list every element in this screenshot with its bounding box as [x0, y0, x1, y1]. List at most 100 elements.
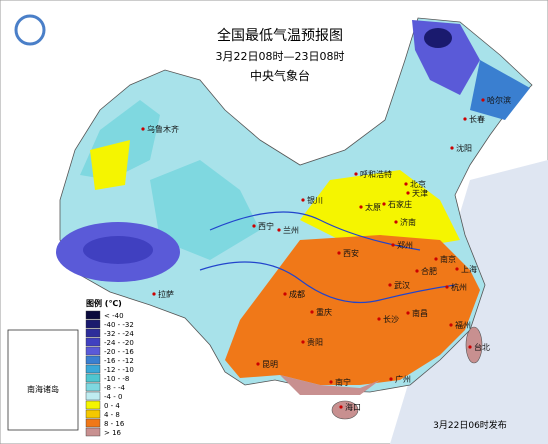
city-dot	[252, 224, 256, 228]
city-label: 成都	[289, 289, 305, 299]
city-dot	[382, 202, 386, 206]
logo	[14, 14, 46, 46]
city-label: 合肥	[421, 266, 437, 276]
legend-swatch	[85, 310, 101, 320]
city-dot	[445, 285, 449, 289]
legend-label: -32 - -24	[104, 330, 134, 338]
legend-swatch	[85, 337, 101, 347]
zone-hot	[280, 375, 380, 395]
city-dot	[455, 267, 459, 271]
city-dot	[389, 377, 393, 381]
legend-swatch	[85, 355, 101, 365]
zone-cold	[470, 60, 530, 120]
city-label: 重庆	[316, 307, 332, 317]
city-label: 长春	[469, 114, 485, 124]
zone-cold	[424, 28, 452, 48]
legend-label: < -40	[104, 312, 124, 320]
city-label: 太原	[365, 202, 381, 212]
inset-label: 南海诸岛	[27, 384, 59, 394]
city-dot	[406, 191, 410, 195]
city-label: 南昌	[412, 308, 428, 318]
city-dot	[310, 310, 314, 314]
city-label: 沈阳	[456, 143, 472, 153]
city-dot	[301, 340, 305, 344]
agency: 中央气象台	[250, 68, 310, 83]
city-label: 银川	[307, 195, 323, 205]
city-dot	[388, 283, 392, 287]
legend-swatch	[85, 427, 101, 437]
city-dot	[141, 127, 145, 131]
legend-label: 4 - 8	[104, 411, 120, 419]
city-dot	[415, 269, 419, 273]
legend-label: -4 - 0	[104, 393, 122, 401]
city-label: 海口	[345, 402, 361, 412]
legend-label: -24 - -20	[104, 339, 134, 347]
title: 全国最低气温预报图	[217, 27, 343, 44]
city-dot	[152, 292, 156, 296]
city-dot	[449, 323, 453, 327]
river	[209, 211, 421, 251]
legend-label: -8 - -4	[104, 384, 125, 392]
city-label: 西宁	[258, 221, 274, 231]
legend-swatch	[85, 364, 101, 374]
city-dot	[394, 220, 398, 224]
city-dot	[377, 317, 381, 321]
city-label: 杭州	[451, 282, 467, 292]
footer-note: 3月22日06时发布	[433, 419, 507, 431]
zone-mild	[300, 170, 460, 250]
legend-swatch	[85, 373, 101, 383]
city-dot	[339, 405, 343, 409]
city-label: 郑州	[397, 240, 413, 250]
legend-swatch	[85, 391, 101, 401]
city-dot	[354, 172, 358, 176]
city-label: 福州	[455, 321, 471, 330]
city-label: 天津	[412, 188, 428, 198]
city-label: 武汉	[394, 280, 410, 290]
legend-label: 0 - 4	[104, 402, 120, 410]
city-dot	[277, 228, 281, 232]
legend-swatch	[85, 319, 101, 329]
legend-swatch	[85, 382, 101, 392]
city-label: 南宁	[335, 377, 351, 387]
city-label: 长沙	[383, 314, 399, 324]
legend-swatch	[85, 400, 101, 410]
city-dot	[359, 205, 363, 209]
city-label: 哈尔滨	[487, 95, 511, 105]
legend-label: 8 - 16	[104, 420, 125, 428]
city-label: 拉萨	[158, 289, 174, 299]
city-dot	[329, 380, 333, 384]
city-dot	[468, 345, 472, 349]
city-dot	[481, 98, 485, 102]
legend-swatch	[85, 418, 101, 428]
city-label: 石家庄	[388, 199, 412, 209]
river	[199, 261, 456, 303]
city-label: 西安	[343, 248, 359, 258]
legend-label: -16 - -12	[104, 357, 134, 365]
city-dot	[404, 182, 408, 186]
legend-label: -12 - -10	[104, 366, 134, 374]
city-label: 济南	[400, 217, 416, 227]
city-label: 台北	[474, 342, 490, 352]
city-dot	[301, 198, 305, 202]
city-dot	[463, 117, 467, 121]
city-dot	[283, 292, 287, 296]
city-dot	[450, 146, 454, 150]
city-dot	[406, 311, 410, 315]
city-label: 南京	[440, 254, 456, 264]
legend-title: 图例 (℃)	[86, 298, 122, 308]
city-dot	[256, 362, 260, 366]
city-dot	[391, 243, 395, 247]
legend-label: > 16	[104, 429, 122, 437]
legend-label: -10 - -8	[104, 375, 129, 383]
city-label: 呼和浩特	[360, 169, 392, 179]
hainan	[331, 400, 359, 420]
city-label: 乌鲁木齐	[147, 124, 179, 134]
city-label: 兰州	[283, 225, 299, 235]
city-label: 上海	[461, 264, 477, 274]
inset-frame	[7, 329, 79, 431]
subtitle: 3月22日08时—23日08时	[216, 50, 345, 63]
city-label: 贵阳	[307, 337, 323, 347]
legend: 图例 (℃) < -40-40 - -32-32 - -24-24 - -20-…	[85, 298, 134, 437]
taiwan	[465, 326, 483, 364]
